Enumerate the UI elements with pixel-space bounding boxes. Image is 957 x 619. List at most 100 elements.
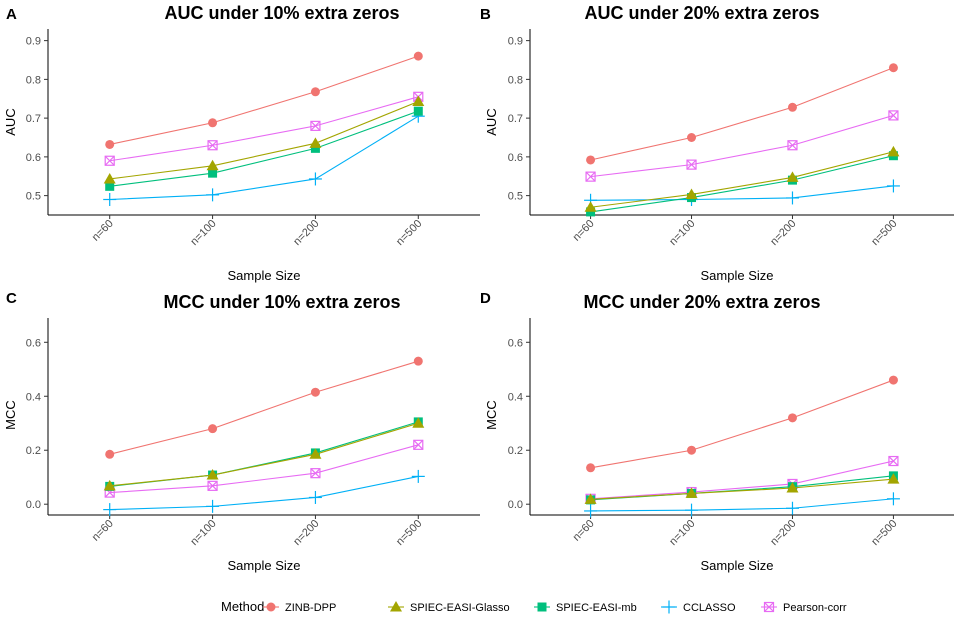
data-point bbox=[586, 155, 596, 165]
data-point bbox=[685, 503, 699, 517]
data-point bbox=[685, 188, 698, 199]
series-pearson-corr bbox=[585, 110, 899, 182]
data-point bbox=[687, 133, 697, 142]
legend-entry-pearson-corr: Pearson-corr bbox=[761, 601, 847, 614]
panel-d: D MCC under 20% extra zeros 0.0 0.2 0.4 0.6 n=… bbox=[480, 290, 954, 573]
series-cclasso bbox=[103, 109, 425, 206]
marker-shape bbox=[390, 601, 402, 612]
data-point bbox=[208, 118, 218, 128]
x-axis-title: Sample Size bbox=[228, 558, 301, 573]
marker-shape bbox=[207, 140, 218, 151]
data-point bbox=[413, 106, 423, 116]
marker-shape bbox=[105, 449, 115, 459]
legend-key-marker bbox=[662, 600, 676, 614]
data-point bbox=[310, 468, 321, 479]
data-point bbox=[787, 413, 797, 423]
data-point bbox=[787, 102, 797, 112]
data-point bbox=[785, 501, 799, 515]
panel-letter: C bbox=[6, 290, 17, 307]
marker-shape bbox=[310, 143, 320, 153]
marker-shape bbox=[888, 63, 898, 73]
data-point bbox=[888, 375, 898, 385]
data-point bbox=[310, 120, 321, 131]
marker-shape bbox=[686, 159, 697, 170]
data-point bbox=[887, 145, 900, 157]
series-line bbox=[590, 185, 894, 201]
y-tick-label: 0.8 bbox=[26, 74, 41, 86]
data-point bbox=[309, 448, 322, 459]
series-spiec-easi-glasso bbox=[584, 145, 900, 212]
legend-entry-spiec-easi-glasso: SPIEC-EASI-Glasso bbox=[388, 601, 510, 614]
data-point bbox=[888, 110, 899, 121]
y-axis-title: MCC bbox=[3, 400, 18, 430]
marker-shape bbox=[208, 168, 218, 178]
marker-shape bbox=[888, 456, 899, 466]
marker-shape bbox=[413, 439, 424, 450]
y-tick-label: 0.7 bbox=[26, 113, 41, 125]
marker-shape bbox=[584, 201, 597, 212]
data-point bbox=[310, 143, 320, 153]
panel-letter: A bbox=[6, 6, 17, 23]
y-tick-label: 0.4 bbox=[26, 391, 41, 403]
data-point bbox=[586, 463, 596, 473]
y-tick-label: 0.4 bbox=[508, 391, 523, 403]
marker-shape bbox=[309, 448, 322, 459]
data-point bbox=[103, 503, 117, 517]
y-tick-label: 0.6 bbox=[26, 152, 41, 164]
series-zinb-dpp bbox=[105, 356, 423, 459]
marker-shape bbox=[786, 482, 799, 493]
legend-key-marker bbox=[266, 602, 276, 612]
panel-title: MCC under 10% extra zeros bbox=[163, 292, 400, 312]
data-point bbox=[103, 479, 116, 491]
series-line bbox=[109, 100, 419, 180]
data-point bbox=[105, 449, 115, 459]
x-tick-label: n=500 bbox=[394, 518, 424, 548]
marker-shape bbox=[206, 469, 219, 480]
marker-shape bbox=[103, 172, 116, 184]
data-point bbox=[887, 473, 900, 484]
series-pearson-corr bbox=[104, 91, 424, 166]
legend-title: Method bbox=[221, 599, 264, 614]
y-tick-label: 0.6 bbox=[508, 337, 523, 349]
series-line bbox=[109, 475, 419, 511]
data-point bbox=[105, 181, 115, 191]
x-tick-label: n=200 bbox=[291, 518, 321, 548]
legend-key-marker bbox=[390, 601, 402, 612]
panel-a: A AUC under 10% extra zeros 0.5 0.6 0.7 0.8 0.… bbox=[3, 3, 480, 283]
data-point bbox=[413, 356, 423, 366]
series-line bbox=[590, 498, 894, 512]
series-line bbox=[109, 421, 419, 487]
y-tick-label: 0.0 bbox=[26, 499, 41, 511]
series-spiec-easi-glasso bbox=[103, 417, 425, 491]
marker-shape bbox=[585, 171, 596, 182]
y-axis-title: MCC bbox=[484, 400, 499, 430]
y-tick-label: 0.7 bbox=[508, 113, 523, 125]
data-point bbox=[585, 171, 596, 182]
y-tick-label: 0.9 bbox=[26, 36, 41, 48]
series-line bbox=[109, 110, 419, 187]
series-cclasso bbox=[103, 469, 425, 517]
data-point bbox=[206, 159, 219, 171]
data-point bbox=[686, 159, 697, 170]
data-point bbox=[412, 95, 425, 106]
panel-letter: D bbox=[480, 290, 491, 307]
panel-letter: B bbox=[480, 6, 491, 23]
legend-label: CCLASSO bbox=[683, 602, 736, 614]
y-tick-label: 0.5 bbox=[508, 191, 523, 203]
marker-shape bbox=[763, 601, 775, 613]
marker-shape bbox=[786, 171, 799, 182]
x-tick-label: n=60 bbox=[90, 518, 116, 544]
data-point bbox=[785, 191, 799, 205]
marker-shape bbox=[105, 139, 115, 149]
marker-shape bbox=[888, 110, 899, 121]
series-cclasso bbox=[584, 492, 900, 518]
marker-shape bbox=[413, 51, 423, 61]
data-point bbox=[310, 87, 320, 97]
panel-b: B AUC under 20% extra zeros 0.5 0.6 0.7 0.8 0.… bbox=[480, 3, 954, 283]
marker-shape bbox=[413, 106, 423, 116]
legend-label: Pearson-corr bbox=[783, 602, 847, 614]
data-point bbox=[309, 137, 322, 148]
marker-shape bbox=[787, 413, 797, 423]
data-point bbox=[207, 480, 218, 491]
data-point bbox=[308, 172, 322, 186]
